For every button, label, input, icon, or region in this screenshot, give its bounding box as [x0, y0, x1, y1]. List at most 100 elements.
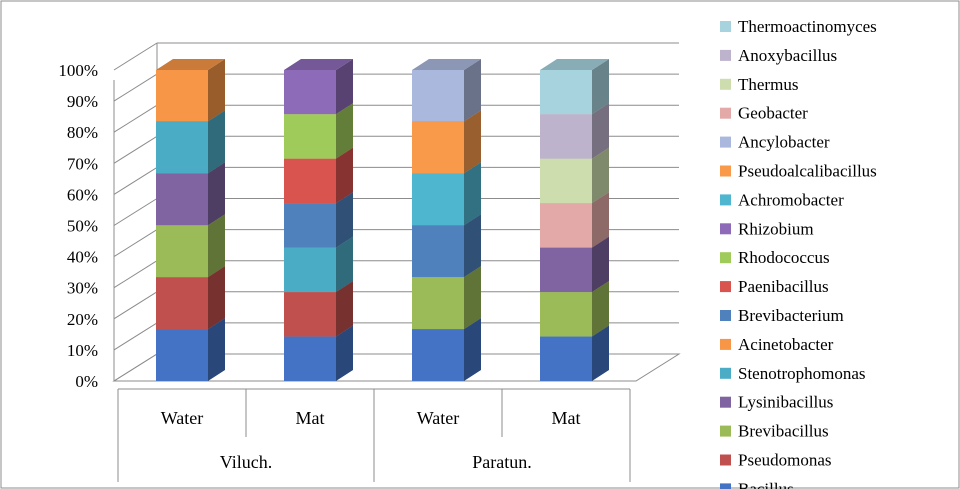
category-axis: Water Mat Water Mat Viluch. Paratun. [117, 388, 631, 482]
bar-segment-top [412, 59, 481, 70]
legend-label: Brevibacterium [738, 306, 844, 325]
bar-segment-side [208, 110, 225, 174]
legend-swatch [720, 21, 731, 32]
bar-segment-side [336, 236, 353, 293]
bar-segment-side [592, 192, 609, 248]
legend-item: Anoxybacillus [720, 46, 837, 65]
legend-label: Pseudoalcalibacillus [738, 162, 877, 181]
bar-segment [412, 225, 464, 278]
bar-stack-0 [156, 59, 225, 381]
y-tick-label: 90% [67, 92, 98, 111]
bar-segment [540, 70, 592, 115]
legend-label: Thermus [738, 75, 798, 94]
gridline-side-8 [113, 104, 158, 133]
bar-segment-side [336, 103, 353, 159]
gridline-side-1 [113, 322, 158, 351]
legend-item: Thermoactinomyces [720, 17, 877, 36]
bar-segment-side [464, 59, 481, 122]
category-label: Mat [552, 408, 581, 428]
bar-segment-side [208, 162, 225, 226]
legend-swatch [720, 454, 731, 466]
bar-segment-side [464, 266, 481, 330]
legend-item: Brevibacterium [720, 306, 844, 325]
bars [156, 59, 609, 381]
bar-segment [284, 114, 336, 159]
bar-segment [540, 336, 592, 381]
legend-label: Bacillus [738, 479, 794, 489]
bar-segment-top [284, 59, 353, 70]
bar-segment-side [208, 59, 225, 122]
category-label: Mat [296, 408, 325, 428]
y-tick-label: 40% [67, 248, 98, 267]
legend-swatch [720, 281, 731, 293]
bar-segment [540, 114, 592, 159]
legend-label: Pseudomonas [738, 451, 832, 470]
legend-swatch [720, 49, 731, 61]
legend-swatch [720, 338, 731, 350]
bar-segment-top [156, 59, 225, 70]
legend-label: Anoxybacillus [738, 46, 837, 65]
group-label: Paratun. [472, 452, 531, 472]
group-label: Viluch. [220, 452, 272, 472]
bar-segment-side [208, 266, 225, 330]
bar-segment-side [208, 214, 225, 278]
category-label: Water [161, 408, 204, 428]
gridline-side-7 [113, 135, 158, 164]
bar-segment [156, 173, 208, 226]
legend-swatch [720, 310, 731, 321]
legend-item: Rhodococcus [720, 248, 830, 267]
legend: Thermoactinomyces Anoxybacillus Thermus Geo… [720, 17, 877, 489]
bar-segment-side [592, 236, 609, 293]
gridline-side-5 [113, 198, 158, 226]
bar-segment [284, 247, 336, 293]
legend-item: Brevibacillus [720, 422, 829, 441]
y-tick-label: 0% [75, 372, 98, 391]
legend-swatch [720, 396, 731, 408]
legend-swatch [720, 194, 731, 206]
legend-label: Thermoactinomyces [738, 17, 877, 36]
bar-segment [156, 121, 208, 174]
gridline-side-3 [113, 260, 158, 289]
bar-segment-side [592, 103, 609, 159]
gridline-side-10 [113, 42, 158, 71]
legend-item: Paenibacillus [720, 277, 829, 296]
bar-segment [540, 158, 592, 204]
legend-item: Achromobacter [720, 190, 844, 209]
y-tick-labels: 0% 10% 20% 30% 40% 50% 60% 70% 80% 90% 100% [58, 61, 98, 391]
bar-segment [156, 329, 208, 381]
bar-stack-1 [284, 59, 353, 381]
bar-segment-side [336, 147, 353, 204]
bar-segment [284, 158, 336, 204]
legend-item: Lysinibacillus [720, 393, 833, 412]
y-tick-label: 20% [67, 310, 98, 329]
gridline-side-2 [113, 291, 158, 320]
legend-label: Achromobacter [738, 190, 844, 209]
legend-swatch [720, 165, 731, 177]
legend-item: Geobacter [720, 104, 808, 123]
y-tick-label: 80% [67, 123, 98, 142]
bar-segment-side [592, 325, 609, 381]
bar-segment-side [464, 318, 481, 381]
legend-label: Rhodococcus [738, 248, 830, 267]
legend-label: Paenibacillus [738, 277, 829, 296]
bar-segment [284, 70, 336, 115]
bar-segment [412, 70, 464, 122]
bar-segment [412, 173, 464, 226]
bar-segment [412, 329, 464, 381]
legend-item: Rhizobium [720, 219, 814, 238]
legend-item: Acinetobacter [720, 335, 834, 354]
bar-segment [412, 121, 464, 174]
legend-swatch [720, 136, 731, 148]
bar-segment-side [464, 214, 481, 278]
legend-swatch [720, 107, 731, 119]
legend-item: Pseudomonas [720, 451, 832, 470]
legend-swatch [720, 252, 731, 264]
bar-segment-side [464, 110, 481, 174]
y-tick-label: 100% [58, 61, 98, 80]
legend-label: Lysinibacillus [738, 393, 833, 412]
y-tick-label: 10% [67, 341, 98, 360]
bar-segment-side [336, 192, 353, 248]
y-tick-label: 60% [67, 185, 98, 204]
legend-item: Bacillus [720, 479, 794, 489]
